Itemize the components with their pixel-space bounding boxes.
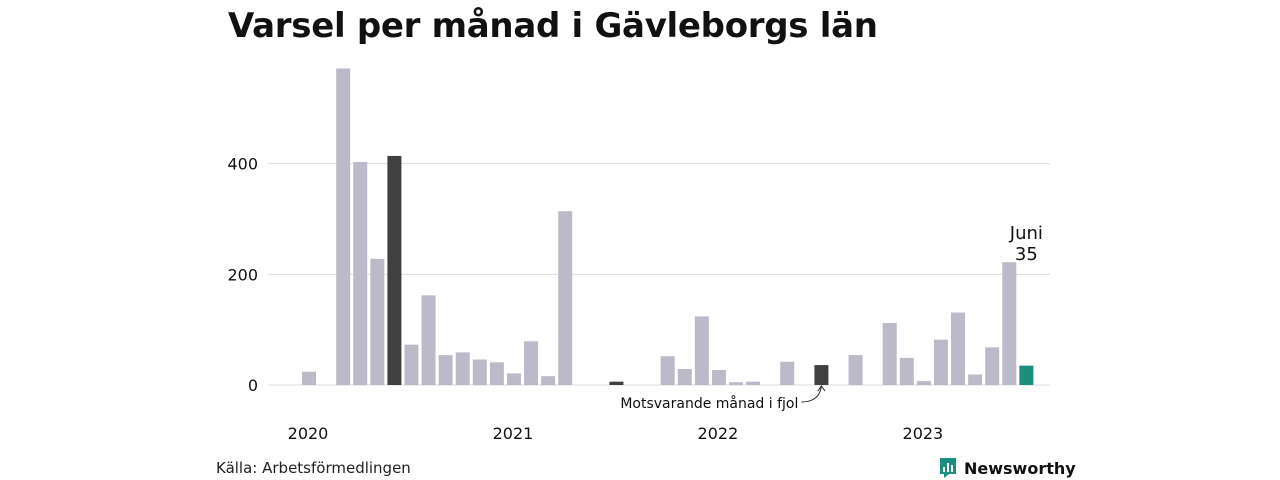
bar [933,339,948,385]
bar [882,323,897,385]
bar [506,373,521,385]
brand-logo[interactable]: Newsworthy [938,457,1076,479]
bar [421,295,436,385]
bar [780,361,795,385]
bar [370,258,385,385]
bar [729,382,743,385]
callout-month-label: Juni [1009,223,1043,244]
x-tick-label: 2020 [288,424,329,443]
annotation-group: Motsvarande månad i fjol [620,385,826,412]
bar [660,356,675,385]
latest-value-callout: Juni 35 [1009,223,1043,265]
annotation-arrowhead [817,385,826,392]
bar [899,357,914,385]
bar [353,162,368,385]
y-axis-tick-labels: 0 200 400 [227,155,258,395]
bar [711,370,726,385]
bar [302,371,316,385]
annotation-label: Motsvarande månad i fjol [620,395,798,412]
x-tick-label: 2021 [493,424,534,443]
grid-lines [268,163,1050,386]
x-tick-label: 2023 [903,424,944,443]
brand-name: Newsworthy [964,458,1076,478]
bar [916,381,931,385]
bar [541,376,556,385]
bar [814,365,829,385]
bars [302,68,1034,385]
annotation-arrow [801,385,822,403]
bar [1019,365,1034,385]
bar [985,347,1000,385]
bar [968,374,983,385]
bar [336,68,351,385]
bar [455,352,470,385]
y-tick-label: 200 [227,265,258,284]
bar [558,211,573,385]
callout-value-label: 35 [1015,244,1038,265]
bar [694,316,709,385]
source-note: Källa: Arbetsförmedlingen [216,459,411,477]
bar [609,381,624,385]
bar [746,381,761,385]
bar [387,155,402,385]
bar [524,341,539,385]
y-tick-label: 0 [248,376,258,395]
newsworthy-logo-icon [940,458,956,478]
bar [438,355,453,385]
bar [489,362,504,385]
bar [1002,262,1017,385]
bar [677,368,692,385]
bar [404,344,419,385]
bar [848,355,863,385]
x-axis-tick-labels: 2020 2021 2022 2023 [288,424,944,443]
bar [472,359,487,385]
x-tick-label: 2022 [698,424,739,443]
y-tick-label: 400 [227,155,258,174]
bar [951,312,966,385]
chart-title: Varsel per månad i Gävleborgs län [228,6,878,46]
